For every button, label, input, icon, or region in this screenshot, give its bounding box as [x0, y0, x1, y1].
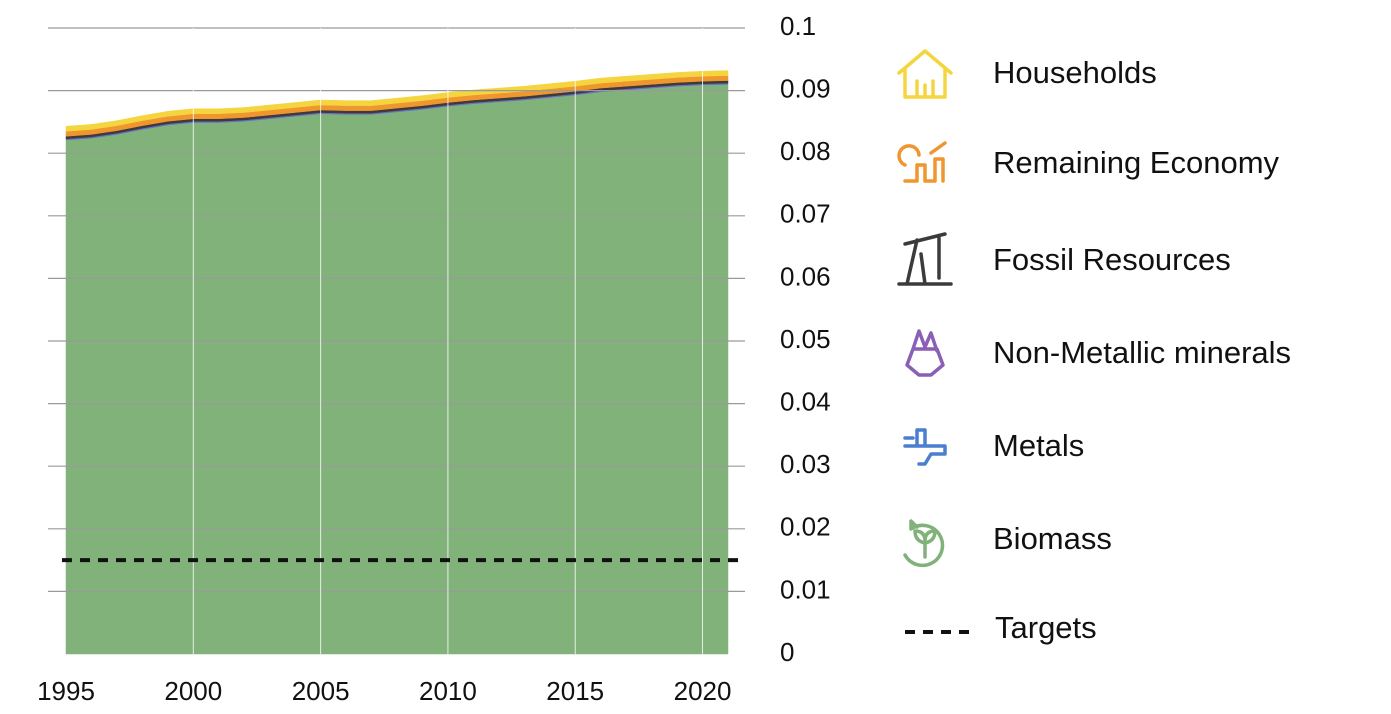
- x-tick-label: 2005: [292, 676, 350, 706]
- y-tick-label: 0.08: [780, 136, 831, 166]
- legend-label: Metals: [993, 428, 1084, 463]
- y-tick-label: 0.1: [780, 11, 816, 41]
- y-tick-label: 0.04: [780, 386, 831, 416]
- legend-label: Remaining Economy: [993, 145, 1280, 180]
- x-tick-label: 2000: [164, 676, 222, 706]
- y-tick-label: 0.03: [780, 449, 831, 479]
- y-tick-label: 0.09: [780, 73, 831, 103]
- legend-label: Biomass: [993, 521, 1112, 556]
- y-tick-label: 0.02: [780, 512, 831, 542]
- legend-icon: [897, 141, 947, 183]
- x-tick-label: 2010: [419, 676, 477, 706]
- y-tick-label: 0.07: [780, 199, 831, 229]
- area: [65, 70, 729, 132]
- legend-icon: [905, 329, 945, 377]
- y-tick-label: 0.05: [780, 324, 831, 354]
- legend-label: Fossil Resources: [993, 242, 1231, 277]
- legend-icon: [897, 232, 953, 286]
- area: [65, 84, 729, 655]
- legend-label: Households: [993, 55, 1157, 90]
- x-tick-label: 2020: [674, 676, 732, 706]
- legend-icon: [903, 519, 945, 568]
- y-tick-label: 0.06: [780, 261, 831, 291]
- legend-icon: [897, 49, 953, 99]
- x-tick-label: 2015: [546, 676, 604, 706]
- legend-label: Non-Metallic minerals: [993, 335, 1291, 370]
- x-tick-label: 1995: [37, 676, 95, 706]
- legend-icon: [903, 428, 947, 466]
- y-tick-label: 0.01: [780, 574, 831, 604]
- legend-label: Targets: [995, 610, 1097, 645]
- y-tick-label: 0: [780, 637, 794, 667]
